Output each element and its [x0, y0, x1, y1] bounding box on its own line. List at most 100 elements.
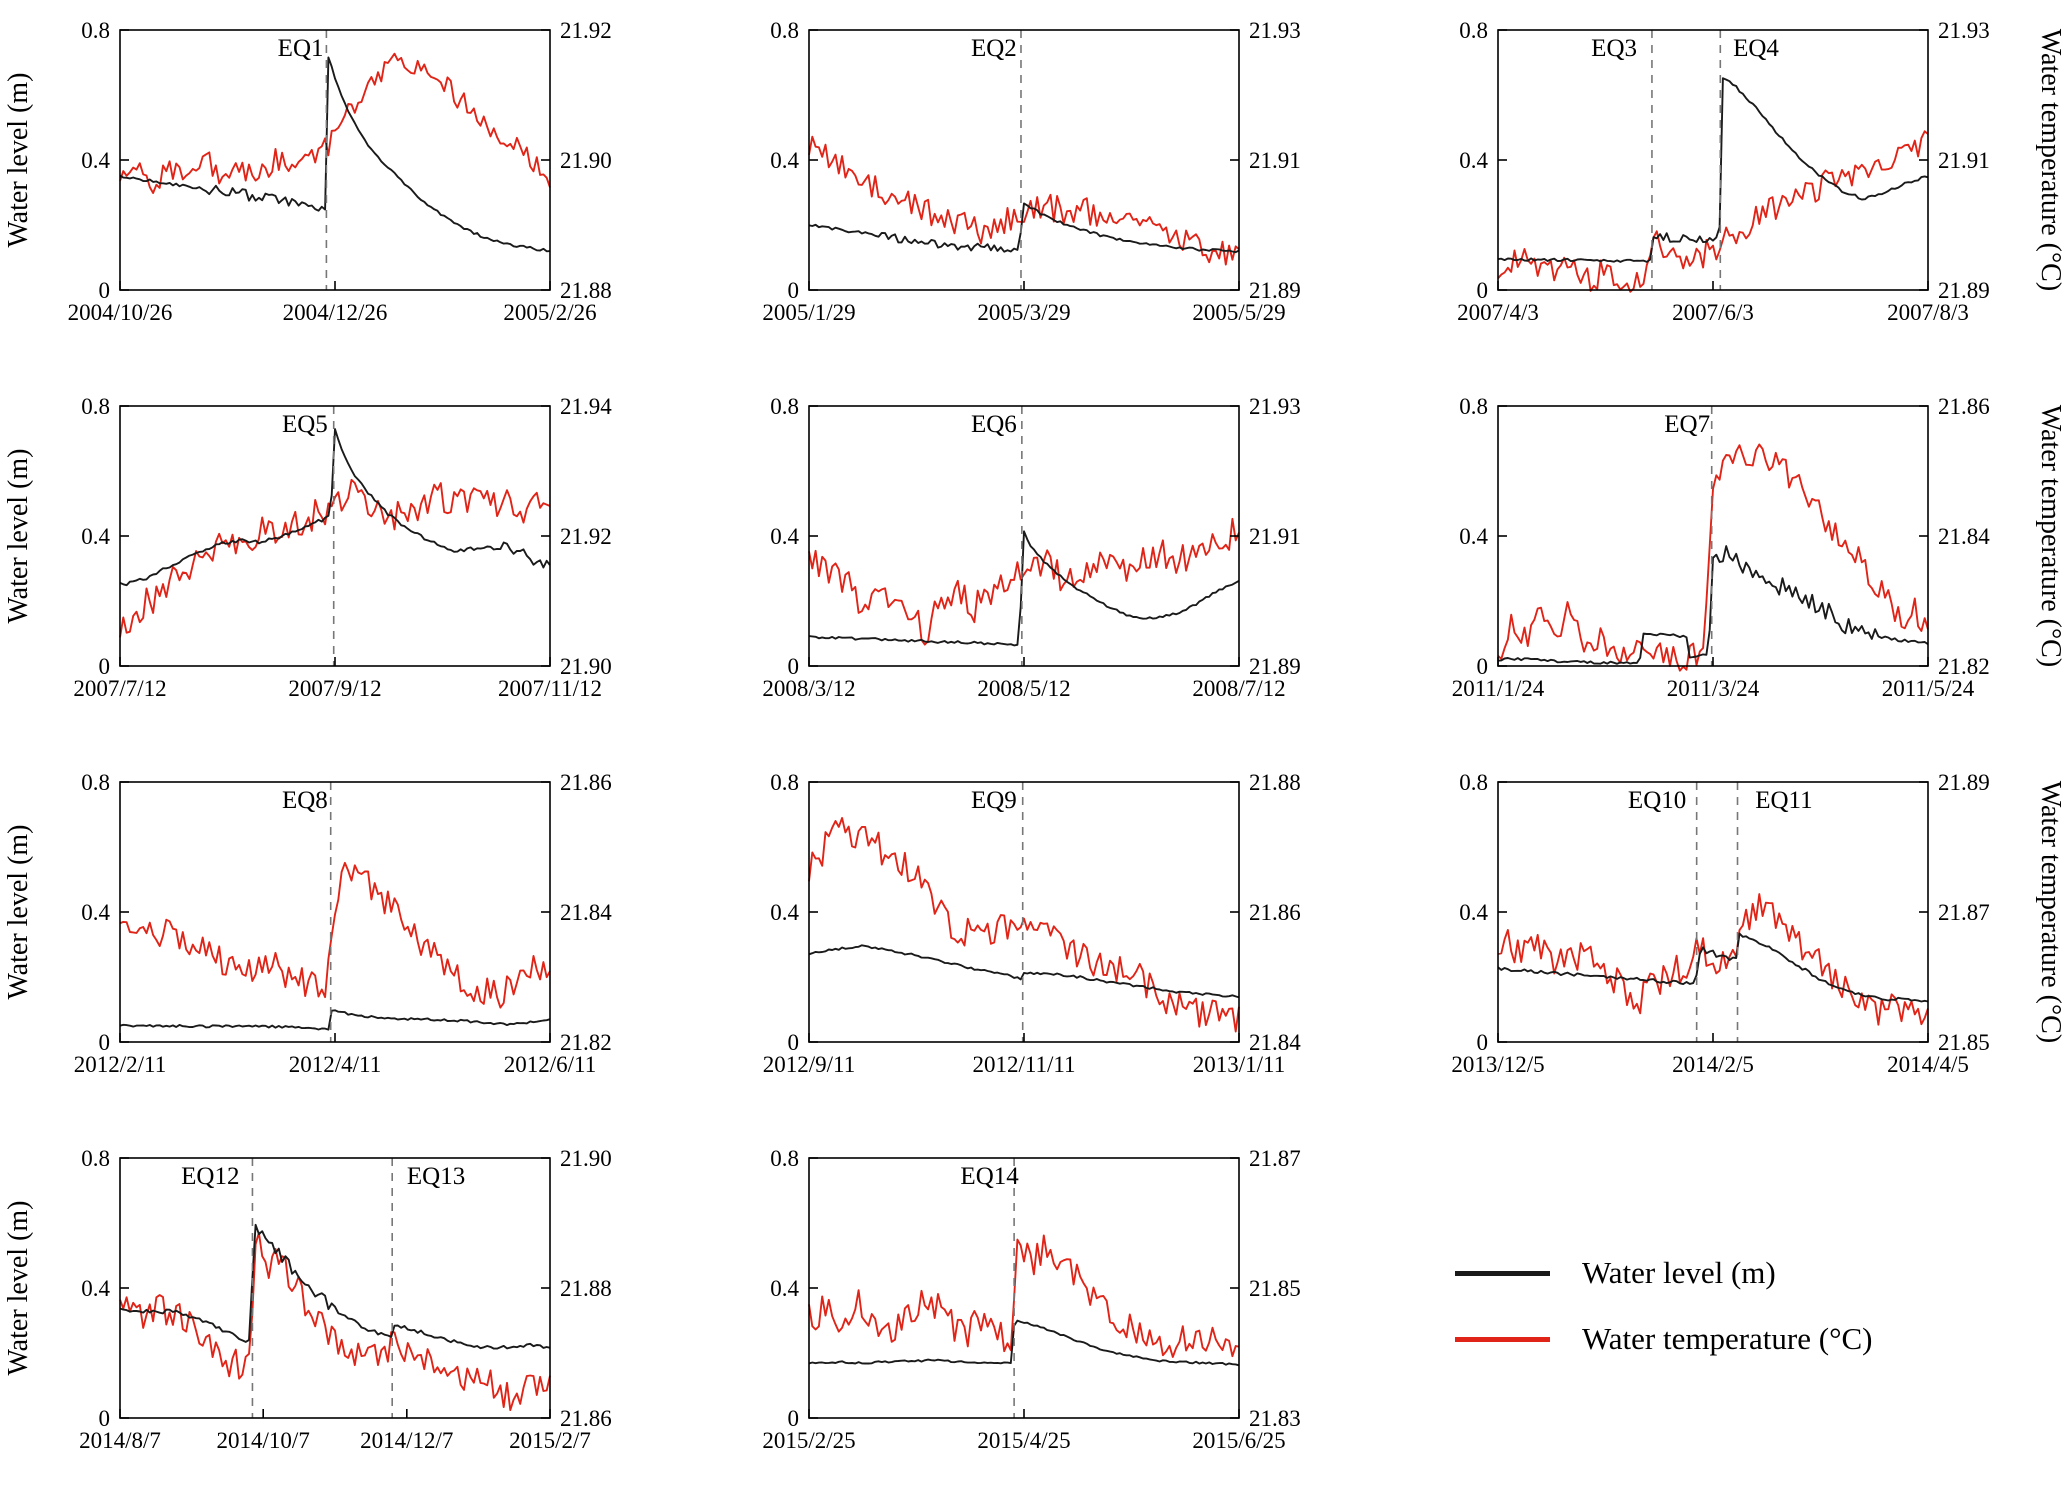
- panel-EQ1: EQ1 0 0.4 0.8 21.88 21.90 21.92 2004/10/26 2004/…: [3, 18, 612, 325]
- plot-border: [1497, 29, 1929, 291]
- panel-EQ12-EQ13: EQ12 EQ13 0 0.4 0.8 21.86 21.88 21.90 2014/8/7 20…: [3, 1146, 612, 1453]
- right-tick-label: 21.89: [1938, 278, 1990, 303]
- x-tick-label: 2005/5/29: [1192, 300, 1285, 325]
- x-tick-label: 2004/10/26: [68, 300, 173, 325]
- right-tick-label: 21.90: [560, 1146, 612, 1171]
- right-tick-label: 21.90: [560, 654, 612, 679]
- plot-border: [808, 781, 1240, 1043]
- plot-border: [808, 29, 1240, 291]
- right-tick-label: 21.87: [1938, 900, 1990, 925]
- left-tick-label: 0.8: [770, 1146, 799, 1171]
- x-tick-label: 2015/2/7: [509, 1428, 591, 1453]
- left-tick-label: 0.4: [1459, 148, 1488, 173]
- x-tick-label: 2004/12/26: [283, 300, 388, 325]
- right-tick-label: 21.84: [560, 900, 612, 925]
- left-tick-label: 0: [788, 654, 800, 679]
- left-axis-label: Water level (m): [3, 73, 34, 248]
- right-tick-label: 21.88: [560, 278, 612, 303]
- right-tick-label: 21.82: [560, 1030, 612, 1055]
- eq-label-EQ13: EQ13: [407, 1163, 465, 1190]
- left-tick-label: 0.8: [81, 770, 110, 795]
- right-tick-label: 21.83: [1249, 1406, 1301, 1431]
- eq-label-EQ7: EQ7: [1664, 411, 1710, 438]
- left-tick-label: 0.8: [81, 18, 110, 43]
- right-tick-label: 21.92: [560, 18, 612, 43]
- x-tick-label: 2014/8/7: [79, 1428, 161, 1453]
- left-tick-label: 0.8: [770, 18, 799, 43]
- left-tick-label: 0: [99, 1030, 111, 1055]
- x-tick-label: 2015/2/25: [762, 1428, 855, 1453]
- eq-label-EQ6: EQ6: [971, 411, 1017, 438]
- right-tick-label: 21.93: [1249, 18, 1301, 43]
- eq-label-EQ2: EQ2: [971, 35, 1017, 62]
- left-tick-label: 0.4: [81, 524, 110, 549]
- right-tick-label: 21.90: [560, 148, 612, 173]
- x-tick-label: 2007/6/3: [1672, 300, 1754, 325]
- left-axis-label: Water level (m): [3, 825, 34, 1000]
- water-level-line: [1497, 545, 1929, 665]
- x-tick-label: 2011/1/24: [1452, 676, 1545, 701]
- panel-EQ7: EQ7 0 0.4 0.8 21.82 21.84 21.86 2011/1/24 2011/3…: [1452, 394, 2066, 701]
- panel-EQ8: EQ8 0 0.4 0.8 21.82 21.84 21.86 2012/2/11 2012/4…: [3, 770, 612, 1077]
- left-tick-label: 0: [788, 1030, 800, 1055]
- eq-label-EQ1: EQ1: [278, 35, 324, 62]
- left-tick-label: 0: [788, 1406, 800, 1431]
- water-temperature-line: [808, 135, 1240, 266]
- right-tick-label: 21.89: [1249, 654, 1301, 679]
- left-tick-label: 0: [99, 278, 111, 303]
- x-tick-label: 2005/3/29: [977, 300, 1070, 325]
- left-tick-label: 0.4: [770, 900, 799, 925]
- water-level-line: [119, 1009, 551, 1031]
- x-tick-label: 2012/9/11: [763, 1052, 855, 1077]
- right-tick-label: 21.87: [1249, 1146, 1301, 1171]
- panel-EQ5: EQ5 0 0.4 0.8 21.90 21.92 21.94 2007/7/12 2007/9…: [3, 394, 612, 701]
- x-tick-label: 2007/7/12: [73, 676, 166, 701]
- x-tick-label: 2007/4/3: [1457, 300, 1539, 325]
- plot-border: [119, 1157, 551, 1419]
- panel-EQ9: EQ9 0 0.4 0.8 21.84 21.86 21.88 2012/9/11 2012/1…: [763, 770, 1301, 1077]
- eq-label-EQ4: EQ4: [1733, 35, 1779, 62]
- legend-item-water-temp: Water temperature (°C): [1455, 1321, 1872, 1357]
- left-tick-label: 0.8: [81, 394, 110, 419]
- water-temperature-line: [808, 817, 1240, 1033]
- x-tick-label: 2013/12/5: [1451, 1052, 1544, 1077]
- left-tick-label: 0.8: [1459, 770, 1488, 795]
- x-tick-label: 2008/7/12: [1192, 676, 1285, 701]
- x-tick-label: 2015/6/25: [1192, 1428, 1285, 1453]
- right-axis-label: Water temperature (°C): [2035, 29, 2066, 291]
- water-temperature-line: [808, 1234, 1240, 1358]
- x-tick-label: 2007/11/12: [498, 676, 602, 701]
- plot-border: [808, 1157, 1240, 1419]
- left-axis-label: Water level (m): [3, 449, 34, 624]
- water-level-line: [119, 428, 551, 587]
- left-tick-label: 0.8: [1459, 394, 1488, 419]
- right-tick-label: 21.88: [560, 1276, 612, 1301]
- right-tick-label: 21.93: [1249, 394, 1301, 419]
- panel-EQ3-EQ4: EQ3 EQ4 0 0.4 0.8 21.89 21.91 21.93 2007/4/3 2007…: [1457, 18, 2066, 325]
- left-tick-label: 0.4: [770, 148, 799, 173]
- right-axis-label: Water temperature (°C): [2035, 405, 2066, 667]
- x-tick-label: 2011/3/24: [1667, 676, 1760, 701]
- x-tick-label: 2013/1/11: [1193, 1052, 1285, 1077]
- x-tick-label: 2012/11/11: [972, 1052, 1075, 1077]
- water-level-line: [808, 1319, 1240, 1367]
- water-level-line-swatch: [1455, 1270, 1550, 1276]
- eq-label-EQ5: EQ5: [282, 411, 328, 438]
- x-tick-label: 2012/2/11: [74, 1052, 166, 1077]
- right-tick-label: 21.91: [1938, 148, 1990, 173]
- water-level-line: [808, 530, 1240, 647]
- eq-label-EQ9: EQ9: [971, 787, 1017, 814]
- panel-EQ2: EQ2 0 0.4 0.8 21.89 21.91 21.93 2005/1/29 2005/3…: [762, 18, 1301, 325]
- left-tick-label: 0: [1477, 654, 1489, 679]
- panel-EQ14: EQ14 0 0.4 0.8 21.83 21.85 21.87 2015/2/25 2015/…: [762, 1146, 1301, 1453]
- right-tick-label: 21.85: [1938, 1030, 1990, 1055]
- right-tick-label: 21.92: [560, 524, 612, 549]
- right-tick-label: 21.86: [1938, 394, 1990, 419]
- left-tick-label: 0.8: [1459, 18, 1488, 43]
- right-tick-label: 21.85: [1249, 1276, 1301, 1301]
- eq-label-EQ10: EQ10: [1628, 787, 1686, 814]
- water-level-line: [1497, 77, 1929, 263]
- x-tick-label: 2005/2/26: [503, 300, 596, 325]
